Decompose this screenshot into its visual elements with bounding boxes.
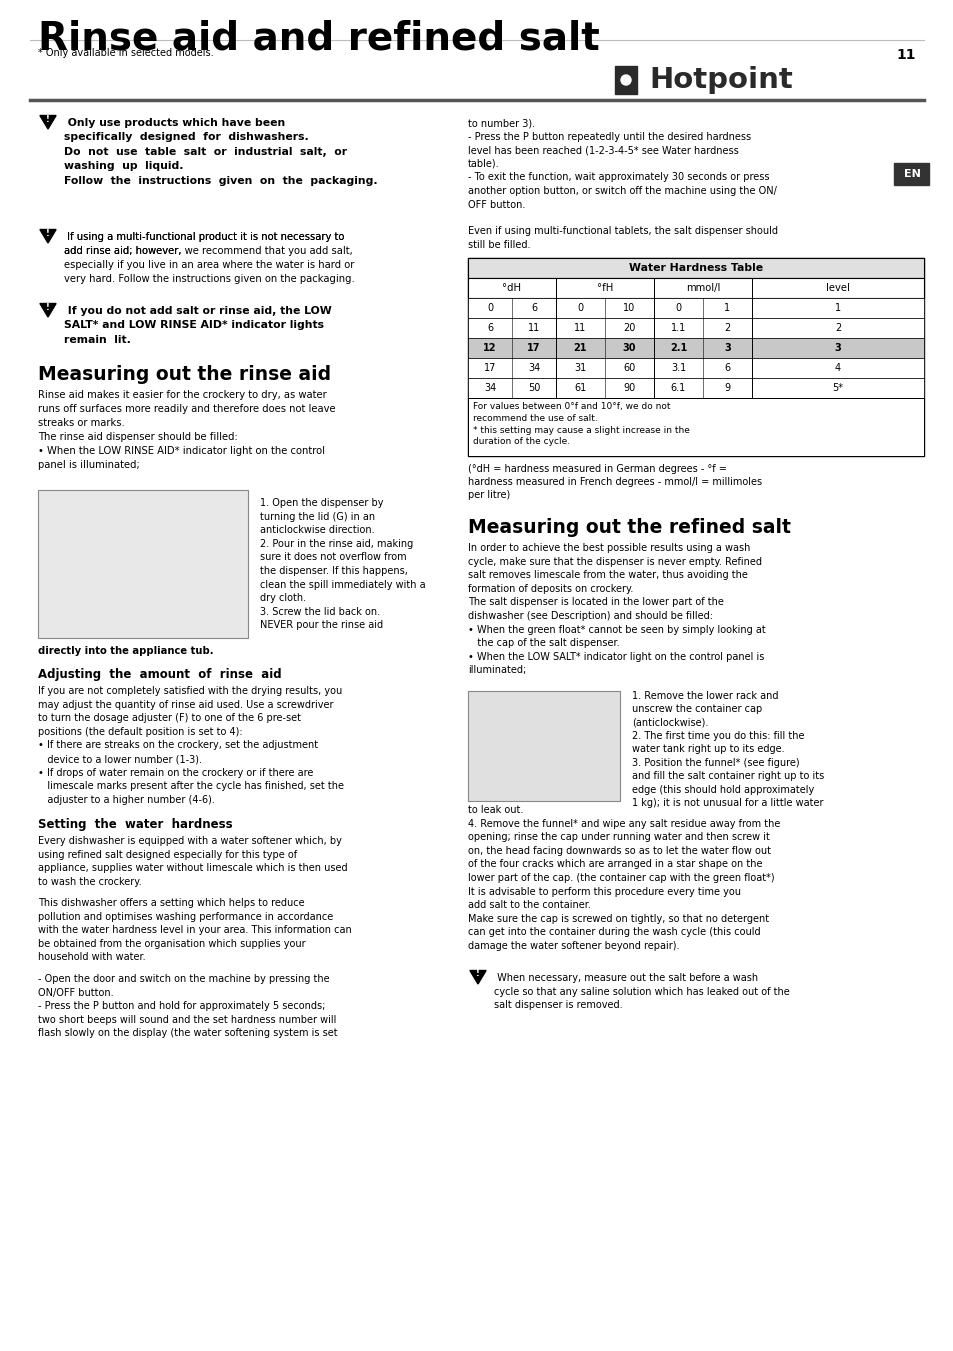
Text: Setting  the  water  hardness: Setting the water hardness <box>38 817 233 831</box>
Text: 90: 90 <box>622 382 635 393</box>
Text: - Open the door and switch on the machine by pressing the
ON/OFF button.
- Press: - Open the door and switch on the machin… <box>38 974 337 1039</box>
Text: This dishwasher offers a setting which helps to reduce
pollution and optimises w: This dishwasher offers a setting which h… <box>38 898 352 962</box>
Text: * Only available in selected models.: * Only available in selected models. <box>38 49 213 58</box>
Polygon shape <box>40 230 56 243</box>
Text: When necessary, measure out the salt before a wash
cycle so that any saline solu: When necessary, measure out the salt bef… <box>494 973 789 1011</box>
Text: directly into the appliance tub.: directly into the appliance tub. <box>38 646 213 657</box>
Text: 6: 6 <box>723 363 730 373</box>
Text: !: ! <box>46 228 50 238</box>
Text: 9: 9 <box>723 382 730 393</box>
Text: 1. Open the dispenser by
turning the lid (G) in an
anticlockwise direction.
2. P: 1. Open the dispenser by turning the lid… <box>260 499 425 631</box>
Bar <box>468 258 923 278</box>
Text: If you are not completely satisfied with the drying results, you
may adjust the : If you are not completely satisfied with… <box>38 686 344 805</box>
Text: If using a multi-functional product it is not necessary to
add rinse aid; howeve: If using a multi-functional product it i… <box>64 232 344 255</box>
Circle shape <box>620 76 630 85</box>
Text: 60: 60 <box>622 363 635 373</box>
Bar <box>468 338 923 358</box>
Text: 6: 6 <box>486 323 493 332</box>
Text: 0: 0 <box>486 303 493 313</box>
Text: If you do not add salt or rinse aid, the LOW
SALT* and LOW RINSE AID* indicator : If you do not add salt or rinse aid, the… <box>64 305 332 345</box>
Text: level: level <box>825 282 849 293</box>
Text: 1. Remove the lower rack and
unscrew the container cap
(anticlockwise).
2. The f: 1. Remove the lower rack and unscrew the… <box>631 690 823 808</box>
Text: Hotpoint: Hotpoint <box>648 66 792 95</box>
Text: 34: 34 <box>483 382 496 393</box>
Text: 6: 6 <box>531 303 537 313</box>
Bar <box>468 317 923 338</box>
Text: 61: 61 <box>574 382 586 393</box>
Text: 17: 17 <box>483 363 496 373</box>
Text: to leak out.
4. Remove the funnel* and wipe any salt residue away from the
openi: to leak out. 4. Remove the funnel* and w… <box>468 805 780 951</box>
Text: 21: 21 <box>573 343 587 353</box>
Text: For values between 0°f and 10°f, we do not
recommend the use of salt.
* this set: For values between 0°f and 10°f, we do n… <box>473 403 689 446</box>
Text: to number 3).
- Press the P button repeatedly until the desired hardness
level h: to number 3). - Press the P button repea… <box>468 118 776 209</box>
Text: 10: 10 <box>622 303 635 313</box>
Text: 31: 31 <box>574 363 586 373</box>
Text: 2.1: 2.1 <box>669 343 686 353</box>
Polygon shape <box>40 115 56 128</box>
Bar <box>468 378 923 399</box>
Text: 30: 30 <box>622 343 636 353</box>
Text: Every dishwasher is equipped with a water softener which, by
using refined salt : Every dishwasher is equipped with a wate… <box>38 836 347 886</box>
Text: Rinse aid makes it easier for the crockery to dry, as water
runs off surfaces mo: Rinse aid makes it easier for the crocke… <box>38 390 335 470</box>
Text: Water Hardness Table: Water Hardness Table <box>628 263 762 273</box>
Text: 3.1: 3.1 <box>670 363 685 373</box>
Text: 0: 0 <box>675 303 680 313</box>
Polygon shape <box>470 970 486 984</box>
Text: Only use products which have been
specifically  designed  for  dishwashers.
Do  : Only use products which have been specif… <box>64 118 377 185</box>
Bar <box>468 258 923 457</box>
Text: (°dH = hardness measured in German degrees - °f =
hardness measured in French de: (°dH = hardness measured in German degre… <box>468 463 761 500</box>
Text: 4: 4 <box>834 363 841 373</box>
Text: Rinse aid and refined salt: Rinse aid and refined salt <box>38 20 599 58</box>
Text: °dH: °dH <box>502 282 521 293</box>
Text: 12: 12 <box>483 343 497 353</box>
Text: 50: 50 <box>527 382 539 393</box>
Text: 20: 20 <box>622 323 635 332</box>
Bar <box>893 163 928 185</box>
Text: 11: 11 <box>574 323 586 332</box>
Bar <box>468 399 923 457</box>
Bar <box>468 690 619 801</box>
Bar <box>468 278 923 299</box>
Text: °fH: °fH <box>597 282 613 293</box>
Text: Measuring out the rinse aid: Measuring out the rinse aid <box>38 365 331 384</box>
Bar <box>468 358 923 378</box>
Text: Adjusting  the  amount  of  rinse  aid: Adjusting the amount of rinse aid <box>38 667 281 681</box>
Polygon shape <box>40 304 56 317</box>
Text: 3: 3 <box>723 343 730 353</box>
Text: Measuring out the refined salt: Measuring out the refined salt <box>468 517 790 536</box>
Text: !: ! <box>476 970 479 978</box>
Text: 6.1: 6.1 <box>670 382 685 393</box>
Bar <box>38 490 248 638</box>
Text: 0: 0 <box>577 303 583 313</box>
Text: 17: 17 <box>527 343 540 353</box>
Text: 2: 2 <box>723 323 730 332</box>
Text: 1.1: 1.1 <box>670 323 685 332</box>
Text: 3: 3 <box>834 343 841 353</box>
Text: If using a multi-functional product it is not necessary to
add rinse aid; howeve: If using a multi-functional product it i… <box>64 232 355 284</box>
Text: 1: 1 <box>723 303 730 313</box>
Bar <box>468 299 923 317</box>
Text: In order to achieve the best possible results using a wash
cycle, make sure that: In order to achieve the best possible re… <box>468 543 765 676</box>
Text: 11: 11 <box>527 323 539 332</box>
Text: 5*: 5* <box>832 382 842 393</box>
Text: 11: 11 <box>896 49 915 62</box>
Text: Even if using multi-functional tablets, the salt dispenser should
still be fille: Even if using multi-functional tablets, … <box>468 226 778 250</box>
Text: 34: 34 <box>527 363 539 373</box>
Text: mmol/l: mmol/l <box>685 282 720 293</box>
Text: 1: 1 <box>834 303 841 313</box>
Text: !: ! <box>46 303 50 312</box>
Text: !: ! <box>46 115 50 123</box>
Text: EN: EN <box>902 169 920 178</box>
Bar <box>615 66 637 95</box>
Text: 2: 2 <box>834 323 841 332</box>
